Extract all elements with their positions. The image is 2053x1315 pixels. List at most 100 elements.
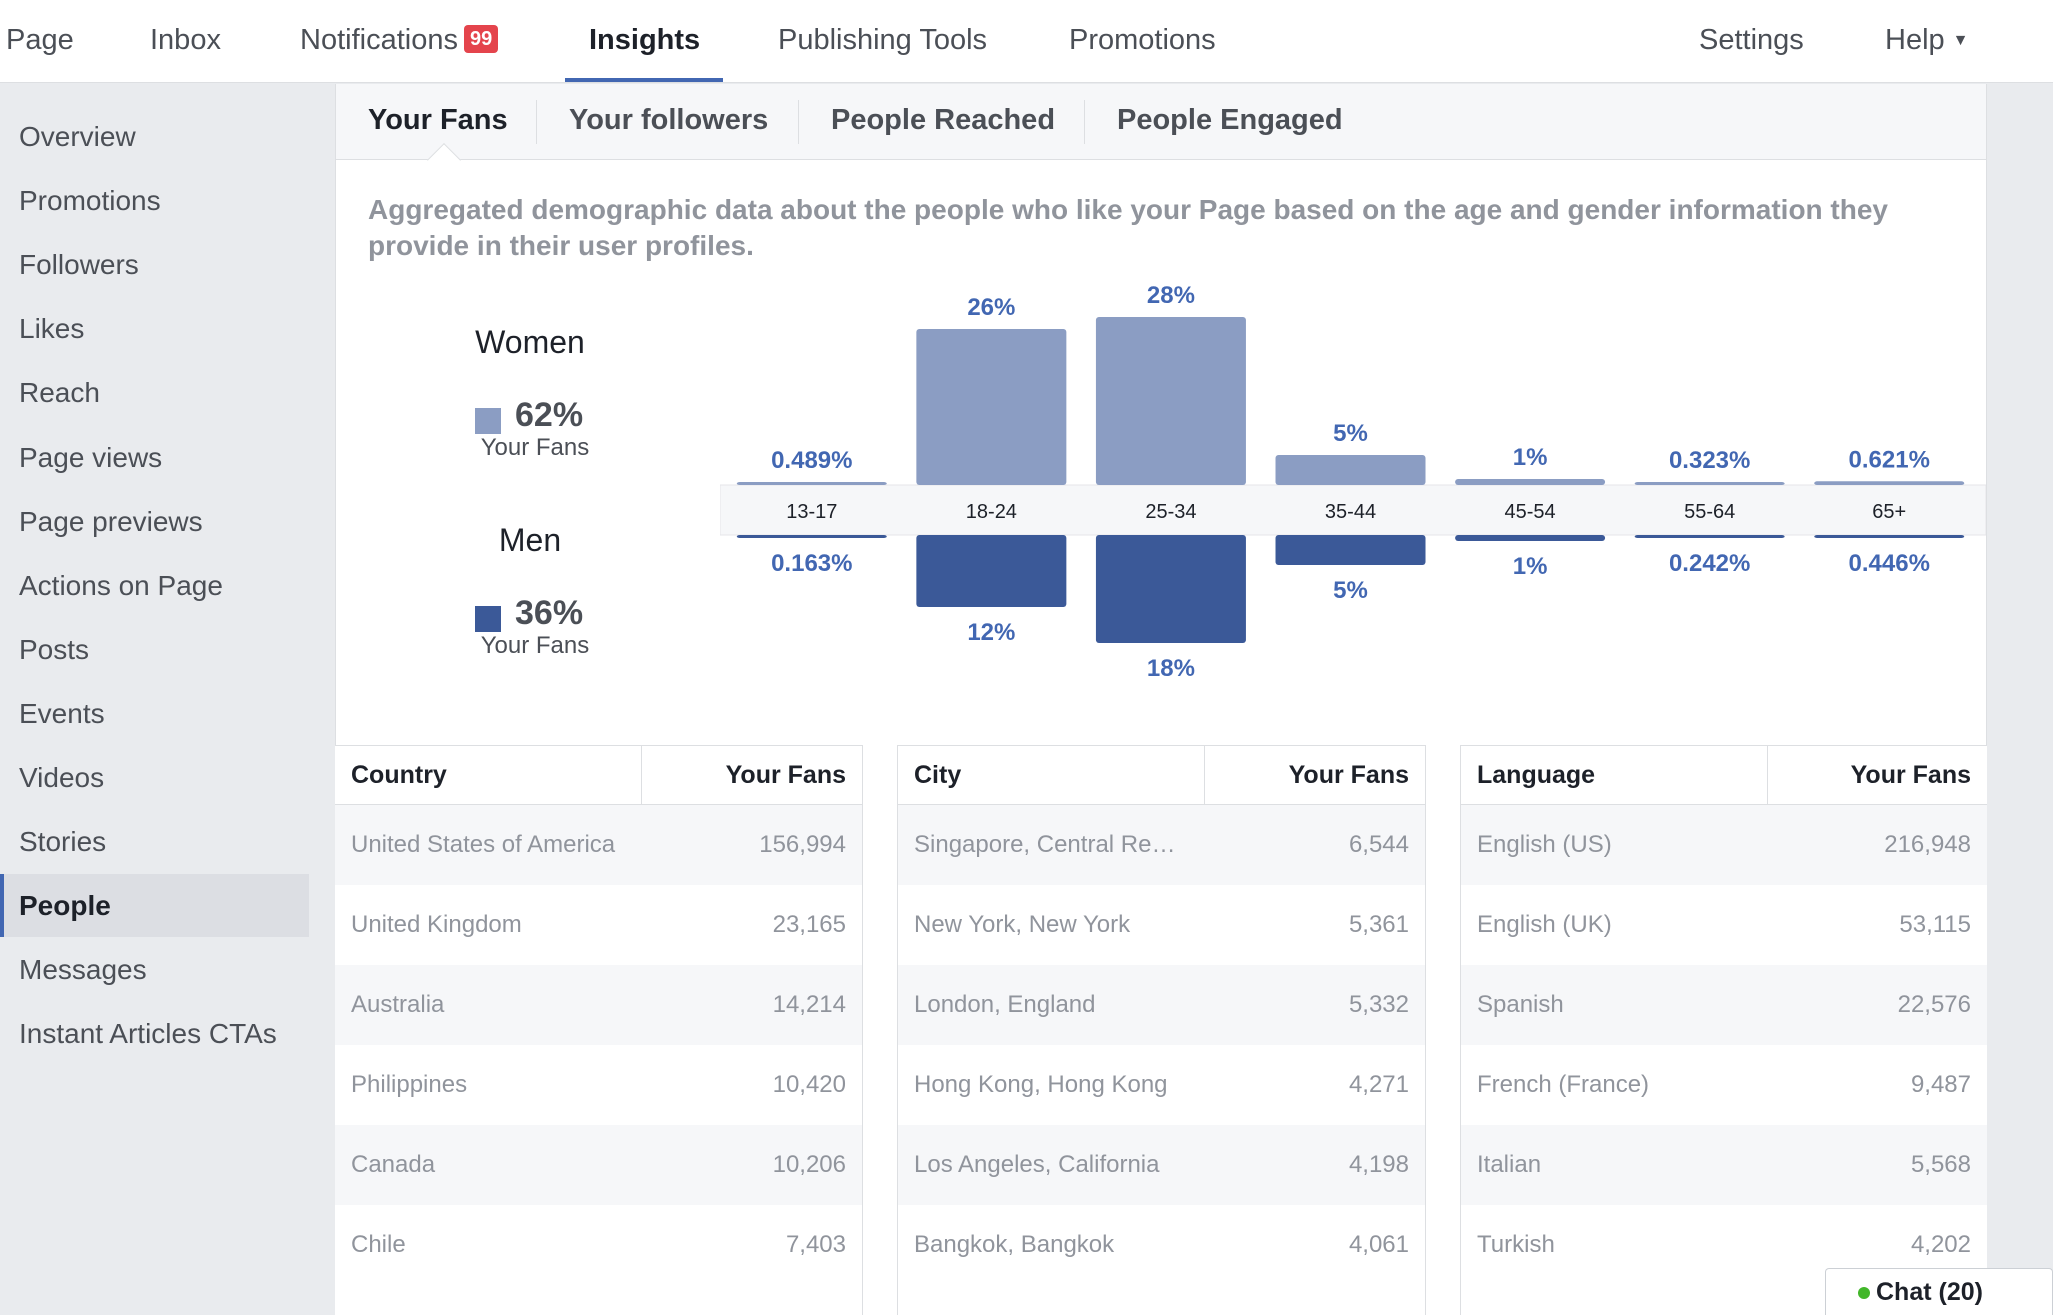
sidebar-item-label: Page previews xyxy=(19,505,203,537)
chat-label: Chat (20) xyxy=(1876,1278,1983,1306)
sidebar-item-page-views[interactable]: Page views xyxy=(0,426,309,489)
sidebar-item-followers[interactable]: Followers xyxy=(0,233,309,296)
city-table: City Your Fans Singapore, Central Re… 6,544… xyxy=(898,745,1425,1315)
table-row: English (US) 216,948 xyxy=(1461,805,1987,885)
city-name-cell: London, England xyxy=(914,991,1096,1018)
sidebar-item-videos[interactable]: Videos xyxy=(0,746,309,809)
sidebar-item-label: Likes xyxy=(19,313,85,345)
men-value-label: 1% xyxy=(1513,553,1548,580)
fans-count-cell: 5,361 xyxy=(1348,911,1409,938)
fans-count-cell: 156,994 xyxy=(759,831,846,858)
sidebar-item-posts[interactable]: Posts xyxy=(0,618,309,681)
fans-count-cell: 6,544 xyxy=(1348,831,1409,858)
fans-count-cell: 23,165 xyxy=(772,911,846,938)
language-name-cell: Spanish xyxy=(1477,991,1564,1018)
nav-tab-page[interactable]: Page xyxy=(6,0,74,83)
nav-tab-insights[interactable]: Insights xyxy=(589,0,700,83)
subtabs: Your Fans Your followers People Reached … xyxy=(336,84,1986,177)
table-row: Singapore, Central Re… 6,544 xyxy=(898,805,1425,885)
column-divider xyxy=(641,746,642,804)
nav-tab-notifications[interactable]: Notifications 99 xyxy=(300,0,499,83)
sidebar-item-instant-articles-ctas[interactable]: Instant Articles CTAs xyxy=(0,1002,309,1065)
table-row: Turkish 4,202 xyxy=(1461,1205,1987,1285)
legend-women-percent: 62% xyxy=(515,396,584,434)
table-row: Italian 5,568 xyxy=(1461,1125,1987,1205)
nav-help[interactable]: Help ▼ xyxy=(1885,0,1969,83)
sidebar-item-label: Reach xyxy=(19,377,100,409)
nav-tab-label: Promotions xyxy=(1069,24,1216,56)
nav-settings-label: Settings xyxy=(1699,24,1804,56)
subtab-people-engaged[interactable]: People Engaged xyxy=(1117,84,1343,160)
women-bar-45-54 xyxy=(1455,479,1606,485)
sidebar-item-people[interactable]: People xyxy=(0,874,309,938)
women-bar-18-24 xyxy=(916,329,1067,485)
city-column-header[interactable]: City xyxy=(914,761,962,789)
language-column-header[interactable]: Language xyxy=(1477,761,1596,789)
fans-count-cell: 9,487 xyxy=(1910,1071,1971,1098)
legend-men-percent: 36% xyxy=(515,594,584,632)
fans-column-header[interactable]: Your Fans xyxy=(1288,761,1409,789)
country-table: Country Your Fans United States of America… xyxy=(335,745,862,1315)
sidebar-item-label: People xyxy=(19,890,111,922)
nav-help-label: Help xyxy=(1885,24,1945,56)
age-gender-chart-svg: 0.489% 0.163% 13-17 26% 12% 18-24 28% 18% 25-34 5… xyxy=(719,282,1987,682)
table-row: French (France) 9,487 xyxy=(1461,1045,1987,1125)
table-row: Canada 10,206 xyxy=(335,1125,862,1205)
nav-settings[interactable]: Settings xyxy=(1699,0,1804,83)
fans-column-header[interactable]: Your Fans xyxy=(725,761,846,789)
subtab-people-reached[interactable]: People Reached xyxy=(831,84,1055,160)
subtab-your-followers[interactable]: Your followers xyxy=(569,84,768,160)
sidebar-item-reach[interactable]: Reach xyxy=(0,361,309,424)
sidebar-item-events[interactable]: Events xyxy=(0,682,309,745)
column-divider xyxy=(1767,746,1768,804)
age-category-label: 13-17 xyxy=(786,501,837,523)
language-name-cell: Turkish xyxy=(1477,1231,1555,1258)
table-row: Chile 7,403 xyxy=(335,1205,862,1285)
men-bar-55-64 xyxy=(1634,535,1785,538)
table-header: City Your Fans xyxy=(898,745,1425,805)
table-row: Spanish 22,576 xyxy=(1461,965,1987,1045)
fans-count-cell: 5,568 xyxy=(1910,1151,1971,1178)
online-status-icon xyxy=(1858,1287,1870,1299)
chat-button[interactable]: Chat (20) xyxy=(1825,1268,2053,1315)
sidebar-item-overview[interactable]: Overview xyxy=(0,105,309,168)
nav-tab-publishing-tools[interactable]: Publishing Tools xyxy=(778,0,987,83)
sidebar-item-label: Events xyxy=(19,697,105,729)
table-row: United States of America 156,994 xyxy=(335,805,862,885)
nav-tab-inbox[interactable]: Inbox xyxy=(150,0,221,83)
subtab-your-fans[interactable]: Your Fans xyxy=(368,84,508,160)
men-bar-65+ xyxy=(1814,535,1965,538)
fans-column-header[interactable]: Your Fans xyxy=(1850,761,1971,789)
men-value-label: 12% xyxy=(967,619,1015,646)
legend-women-subtitle: Your Fans xyxy=(480,434,590,461)
women-bar-65+ xyxy=(1814,481,1965,485)
nav-tab-promotions[interactable]: Promotions xyxy=(1069,0,1216,83)
table-row: English (UK) 53,115 xyxy=(1461,885,1987,965)
women-value-label: 1% xyxy=(1513,444,1548,471)
age-category-label: 35-44 xyxy=(1325,501,1376,523)
sidebar-item-messages[interactable]: Messages xyxy=(0,938,309,1001)
sidebar-item-stories[interactable]: Stories xyxy=(0,810,309,873)
table-row: New York, New York 5,361 xyxy=(898,885,1425,965)
fans-count-cell: 4,202 xyxy=(1910,1231,1971,1258)
nav-tab-label: Page xyxy=(6,24,74,56)
table-row: Bangkok, Bangkok 4,061 xyxy=(898,1205,1425,1285)
country-name-cell: United States of America xyxy=(351,831,616,858)
nav-tab-label: Insights xyxy=(589,24,701,56)
table-header: Language Your Fans xyxy=(1461,745,1987,805)
legend-women-swatch xyxy=(475,408,501,434)
fans-count-cell: 4,271 xyxy=(1348,1071,1409,1098)
table-row: Los Angeles, California 4,198 xyxy=(898,1125,1425,1205)
sidebar-item-page-previews[interactable]: Page previews xyxy=(0,490,309,553)
top-navigation: Page Inbox Notifications 99 Insights Publ… xyxy=(0,0,2053,83)
sidebar-item-likes[interactable]: Likes xyxy=(0,297,309,360)
sidebar-item-actions-on-page[interactable]: Actions on Page xyxy=(0,554,309,617)
sidebar-item-label: Videos xyxy=(19,762,105,793)
sidebar-item-promotions[interactable]: Promotions xyxy=(0,169,309,232)
language-name-cell: English (UK) xyxy=(1477,911,1612,938)
language-table: Language Your Fans English (US) 216,948 Engl… xyxy=(1461,745,1987,1315)
country-column-header[interactable]: Country xyxy=(351,761,447,789)
women-value-label: 26% xyxy=(967,294,1015,321)
sidebar-item-label: Promotions xyxy=(19,185,161,217)
page-description: Aggregated demographic data about the pe… xyxy=(368,194,1888,261)
